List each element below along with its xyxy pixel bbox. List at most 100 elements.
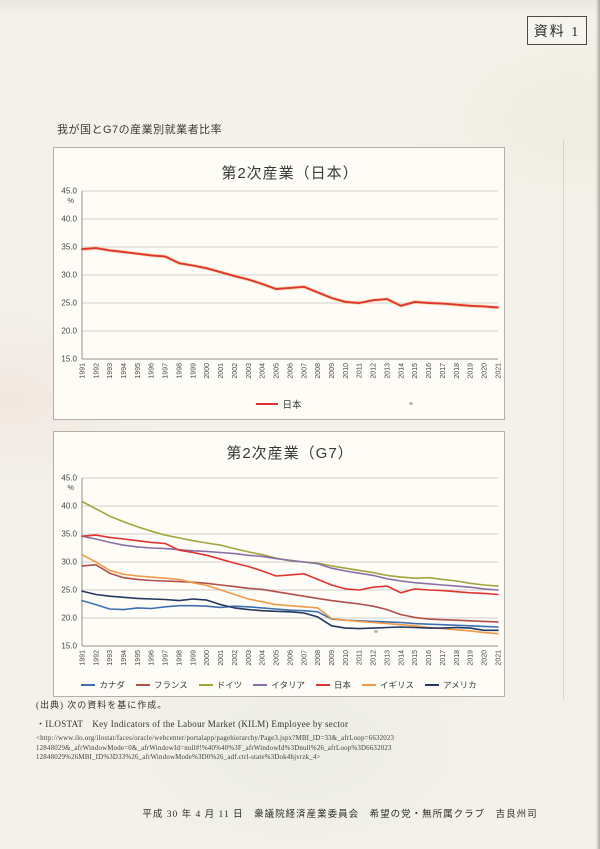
legend-label-italy: イタリア [271,680,305,690]
legend-dash-italy [253,683,268,687]
x-tick-label: 2002 [232,650,239,666]
x-tick-label: 2011 [357,363,364,378]
source-url-line: <http://www.ilo.org/ilostat/faces/oracle… [36,735,395,742]
y-tick-label: 35.0 [61,530,77,539]
x-tick-label: 2020 [482,650,489,666]
legend-dash-japan [315,683,330,687]
x-tick-label: 2010 [343,650,350,666]
series-line-japan [81,534,499,596]
x-tick-label: 1992 [93,650,100,666]
x-tick-label: 1998 [176,363,183,379]
x-tick-label: 1999 [190,650,197,666]
x-tick-label: 2005 [274,363,281,379]
legend-dash-japan [256,402,279,406]
x-tick-label: 2008 [315,363,322,379]
legend-label-japan: 日本 [282,400,302,411]
y-tick-label: 30.0 [61,558,77,567]
y-tick-label: 25.0 [61,299,77,308]
y-tick-label: 30.0 [61,271,77,280]
page-title: 我が国とG7の産業別就業者比率 [57,124,223,136]
chart-title: 第2次産業（日本） [221,164,358,182]
scan-page-edge [595,0,600,849]
x-tick-label: 2021 [495,363,502,379]
y-axis-unit-label: % [67,483,74,492]
x-tick-label: 1998 [176,650,183,666]
x-tick-label: 2012 [371,650,378,666]
y-tick-label: 20.0 [61,327,77,336]
y-tick-label: 45.0 [61,187,77,196]
g7-chart-card: 15.0 20.0 25.0 30.0 35.0 40.0 45.0% 1991 1992 199… [53,431,505,697]
x-tick-label: 1993 [107,650,114,666]
x-tick-label: 1996 [149,363,156,379]
legend-item-france: フランス [135,679,188,691]
legend-label-usa: アメリカ [443,680,477,690]
g7-chart-legend: カナダ フランス ドイツ イタリア 日本 イギリス アメリカ [54,678,504,692]
series-halo-japan [81,246,499,310]
legend-label-france: フランス [153,680,188,690]
x-tick-label: 2007 [301,363,308,379]
source-caption: (出典) 次の資料を基に作成。 [36,700,168,710]
footer-line: 平成 30 年 4 月 11 日 衆議院経済産業委員会 希望の党・無所属クラブ … [142,810,538,820]
legend-item-usa: アメリカ [425,679,477,691]
x-tick-label: 2004 [260,363,267,379]
x-tick-label: 2000 [204,650,211,666]
legend-label-germany: ドイツ [216,680,243,690]
legend-item-germany: ドイツ [198,679,243,691]
scan-speck [409,402,413,405]
scan-speck [374,630,378,633]
x-tick-label: 1991 [79,363,86,379]
x-tick-label: 2019 [468,363,475,379]
x-tick-label: 1997 [163,363,170,379]
y-tick-label: 15.0 [61,355,77,364]
series-line-france [81,564,499,623]
legend-label-uk: イギリス [379,680,414,690]
x-tick-label: 2015 [412,363,419,379]
x-tick-label: 1994 [121,363,128,379]
x-tick-label: 2017 [440,363,447,379]
y-tick-label: 25.0 [61,586,77,595]
x-tick-label: 2016 [426,650,433,666]
series-line-usa [81,590,499,632]
y-tick-label: 45.0 [61,474,77,483]
legend-dash-canada [81,683,96,687]
x-tick-label: 2003 [246,363,253,379]
legend-item-japan: 日本 [256,397,302,411]
legend-label-japan: 日本 [333,680,351,690]
series-line-germany [81,500,499,587]
y-tick-label: 20.0 [61,614,77,623]
x-tick-label: 2011 [357,650,364,665]
legend-item-canada: カナダ [81,679,125,691]
legend-dash-uk [361,683,376,687]
source-url-line: 12848029%26MBI_ID%3D33%26_afrWindowMode%… [36,754,321,762]
y-tick-label: 40.0 [61,502,77,511]
x-tick-label: 1995 [135,650,142,666]
japan-chart: 15.0 20.0 25.0 30.0 35.0 40.0 45.0% 1991 1992 199… [61,164,502,379]
x-tick-label: 2021 [495,650,502,666]
x-tick-label: 2002 [232,363,239,379]
y-tick-label: 15.0 [61,642,77,651]
x-tick-label: 2015 [412,650,419,666]
source-note: (出典) 次の資料を基に作成。 ・ILOSTAT Key Indicators … [36,698,581,763]
x-tick-label: 2020 [482,363,489,379]
x-tick-label: 2014 [398,363,405,379]
source-url: <http://www.ilo.org/ilostat/faces/oracle… [36,734,581,763]
x-tick-label: 1995 [135,363,142,379]
x-tick-label: 1999 [190,363,197,379]
x-tick-label: 1997 [163,650,170,666]
x-tick-label: 2008 [315,650,322,666]
page-fold-line [563,140,564,700]
x-tick-label: 2016 [426,363,433,379]
x-tick-label: 2014 [398,650,405,666]
source-reference: ・ILOSTAT Key Indicators of the Labour Ma… [36,719,349,729]
x-tick-label: 2004 [260,650,267,666]
legend-item-japan: 日本 [315,679,351,691]
x-tick-label: 2013 [384,363,391,379]
x-tick-label: 2018 [454,650,461,666]
x-tick-label: 1993 [107,363,114,379]
source-url-line: 12848029&_afrWindowMode=0&_afrWindowId=n… [36,744,392,752]
series-line-canada [81,599,499,628]
x-tick-label: 2010 [343,363,350,379]
x-tick-label: 2009 [329,650,336,666]
document-label: 資料 1 [533,24,581,40]
